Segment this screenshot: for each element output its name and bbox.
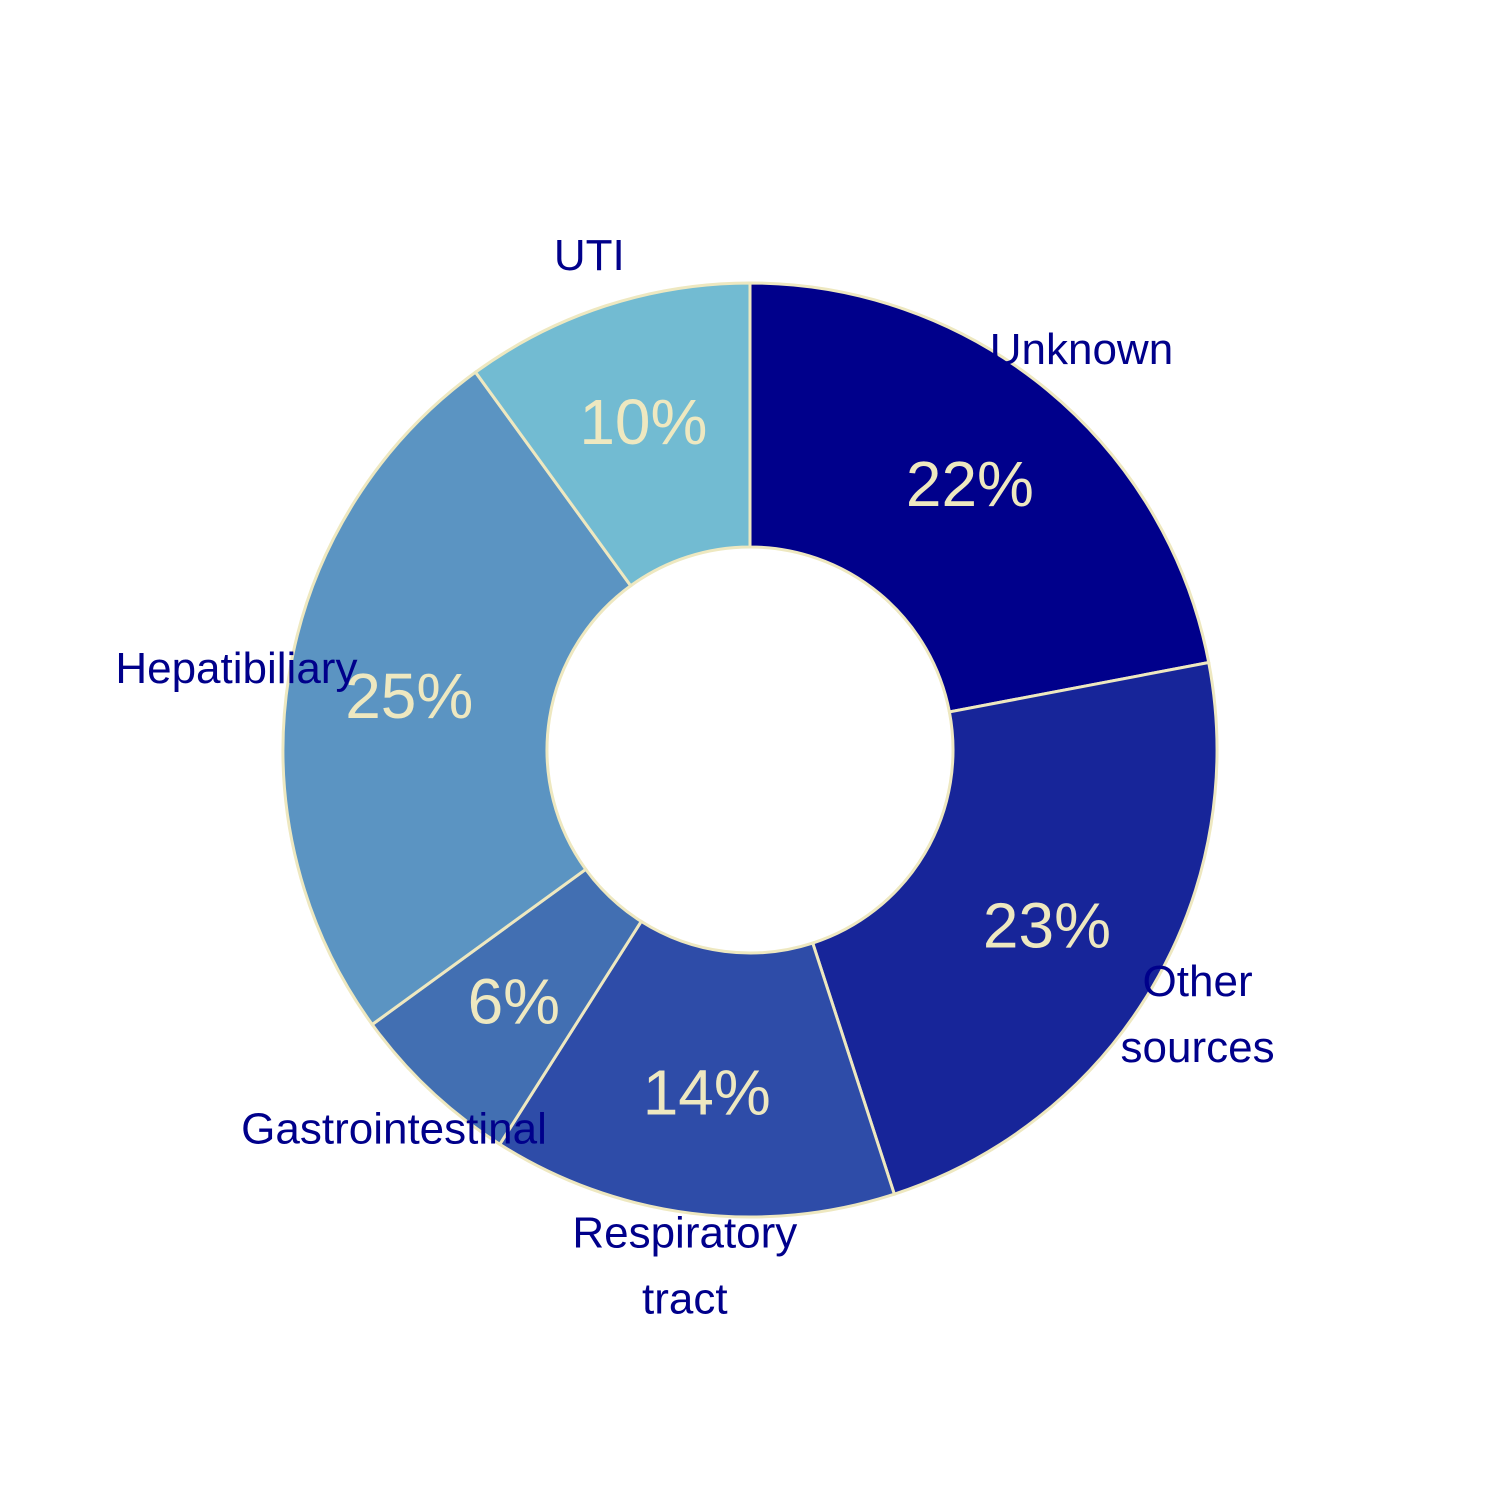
slice-hepatibiliary [281,370,633,1027]
category-label-respiratory-tract: Respiratory tract [572,1208,797,1323]
slice-unknown [748,281,1211,714]
value-label-unknown: 22% [906,448,1034,520]
value-label-respiratory-tract: 14% [643,1056,771,1128]
slice-respiratory-tract [497,919,897,1219]
slice-uti [473,281,752,588]
slices-group [281,281,1219,1219]
value-label-gastrointestinal: 6% [468,965,561,1037]
value-label-hepatibiliary: 25% [345,660,473,732]
slice-other-sources [810,660,1219,1197]
category-label-other-sources: Other sources [1121,957,1275,1072]
value-labels-group: 22% 23% 14% 6% 25% 10% [345,386,1111,1128]
category-label-hepatibiliary: Hepatibiliary [115,644,357,693]
category-labels-group: Unknown Other sources Respiratory tract Gastr… [115,231,1274,1323]
category-label-unknown: Unknown [990,325,1173,374]
category-label-uti: UTI [554,231,625,280]
value-label-other-sources: 23% [983,890,1111,962]
category-label-gastrointestinal: Gastrointestinal [241,1105,547,1154]
value-label-uti: 10% [579,386,707,458]
